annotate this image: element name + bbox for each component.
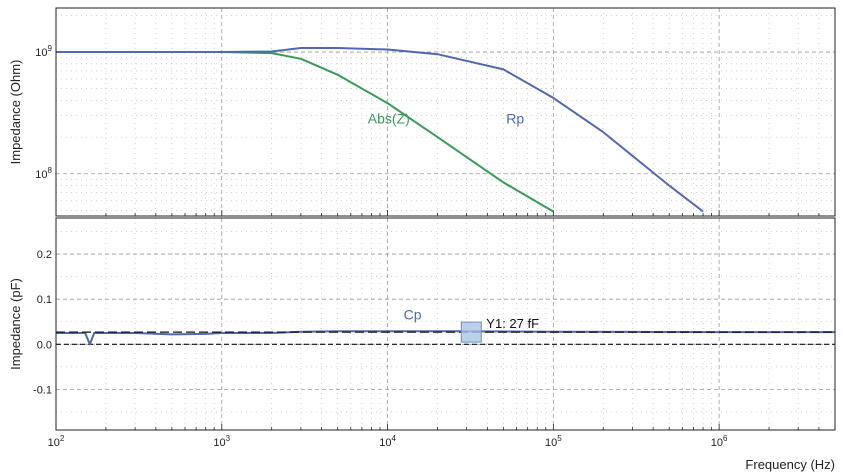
x-tick-label: 104 bbox=[379, 434, 396, 449]
x-tick-label: 103 bbox=[213, 434, 230, 449]
x-axis-title: Frequency (Hz) bbox=[745, 457, 835, 472]
x-tick-label: 106 bbox=[711, 434, 728, 449]
series-line-abs-z- bbox=[56, 51, 554, 213]
series-group-1 bbox=[56, 330, 835, 346]
y-tick-label: -0.1 bbox=[33, 384, 52, 396]
plot-frame-0 bbox=[55, 7, 836, 217]
y-tick-label: 0.1 bbox=[37, 294, 52, 306]
cursor-handle bbox=[460, 321, 482, 343]
x-tick-label: 102 bbox=[48, 434, 65, 449]
y-axis-title: Impedance (Ohm) bbox=[8, 60, 23, 165]
series-label: Abs(Z) bbox=[368, 110, 410, 126]
series-line-cp bbox=[56, 330, 835, 346]
series-label: Rp bbox=[506, 110, 524, 126]
y-tick-label: 0.0 bbox=[37, 339, 52, 351]
series-line-rp bbox=[56, 47, 704, 213]
x-tick-label: 105 bbox=[545, 434, 562, 449]
y-tick-label: 0.2 bbox=[37, 249, 52, 261]
cursor-label: Y1: 27 fF bbox=[486, 316, 539, 331]
series-label: Cp bbox=[404, 306, 422, 322]
series-group-0 bbox=[56, 47, 704, 213]
y-tick-label: 108 bbox=[35, 166, 52, 181]
plot-frame-1 bbox=[55, 217, 836, 431]
y-tick-label: 109 bbox=[35, 44, 52, 59]
y-axis-title: Impedance (pF) bbox=[8, 278, 23, 370]
